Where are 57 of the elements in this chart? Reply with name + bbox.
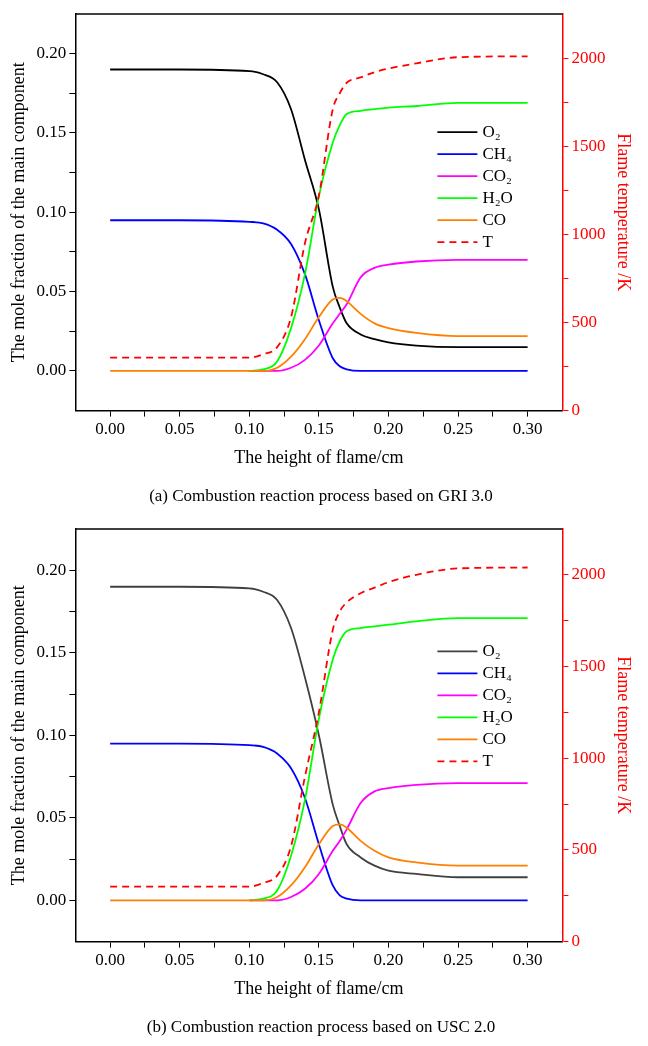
legend-label: CH₄ xyxy=(482,143,513,163)
legend-label: H₂O xyxy=(482,187,513,207)
legend-label: O₂ xyxy=(482,121,501,141)
legend-label: H₂O xyxy=(482,706,513,726)
legend-label: CH₄ xyxy=(482,662,513,682)
y2-tick-label: 1000 xyxy=(571,223,606,243)
line-series xyxy=(109,823,529,902)
text: (a) Combustion reaction process based on GRI 3.0 xyxy=(149,486,493,506)
y2-axis-title: Flame temperature /K xyxy=(614,133,635,292)
y2-tick-label: 2000 xyxy=(571,47,606,67)
y2-tick-label: 1500 xyxy=(571,135,606,155)
x-tick-label: 0.05 xyxy=(164,950,195,970)
y-tick-label: 0.10 xyxy=(36,201,67,221)
y-axis-title: The mole fraction of the main component xyxy=(7,585,28,886)
y2-tick-label: 1500 xyxy=(571,656,606,675)
y-tick-label: 0.05 xyxy=(36,281,67,301)
legend-label: CO₂ xyxy=(482,165,512,185)
y-tick-label: 0.00 xyxy=(36,360,67,380)
x-tick-label: 0.10 xyxy=(234,950,265,970)
legend-label: CO xyxy=(482,728,507,748)
legend-label: O₂ xyxy=(482,640,501,660)
x-tick-label: 0.15 xyxy=(304,950,334,970)
legend-label: T xyxy=(482,750,494,770)
text: (b) Combustion reaction process based on USC 2.0 xyxy=(146,1017,496,1037)
y-axis-title: The mole fraction of the main component xyxy=(7,62,28,363)
x-tick-label: 0.30 xyxy=(512,950,543,970)
y-tick-label: 0.20 xyxy=(36,43,67,63)
y2-tick-label: 2000 xyxy=(571,564,606,584)
y2-tick-label: 0 xyxy=(571,931,580,951)
x-axis-title: The height of flame/cm xyxy=(234,977,404,998)
x-tick-label: 0.20 xyxy=(373,419,404,439)
x-tick-label: 0.25 xyxy=(443,419,473,439)
x-tick-label: 0.05 xyxy=(164,419,195,439)
x-tick-label: 0.30 xyxy=(512,419,543,439)
x-tick-label: 0.00 xyxy=(95,419,126,439)
y2-tick-label: 0 xyxy=(571,400,580,420)
y2-tick-label: 500 xyxy=(571,311,597,331)
y-tick-label: 0.10 xyxy=(36,724,67,744)
y-tick-label: 0.15 xyxy=(36,642,67,662)
y2-axis-title: Flame temperature /K xyxy=(614,656,635,815)
legend-label: CO₂ xyxy=(482,684,512,704)
line-series xyxy=(109,297,529,372)
x-tick-label: 0.00 xyxy=(95,950,126,970)
y-tick-label: 0.20 xyxy=(36,559,67,579)
legend-label: CO xyxy=(482,209,507,229)
x-axis-title: The height of flame/cm xyxy=(234,446,404,467)
x-tick-label: 0.15 xyxy=(304,419,334,439)
line-series xyxy=(109,742,529,902)
y2-tick-label: 500 xyxy=(571,839,597,859)
y-tick-label: 0.05 xyxy=(36,807,67,827)
x-tick-label: 0.20 xyxy=(373,950,404,970)
y-tick-label: 0.15 xyxy=(36,122,67,142)
y-tick-label: 0.00 xyxy=(36,889,67,909)
y2-tick-label: 1000 xyxy=(571,747,606,767)
legend-label: T xyxy=(482,231,494,251)
x-tick-label: 0.10 xyxy=(234,419,265,439)
x-tick-label: 0.25 xyxy=(443,950,473,970)
